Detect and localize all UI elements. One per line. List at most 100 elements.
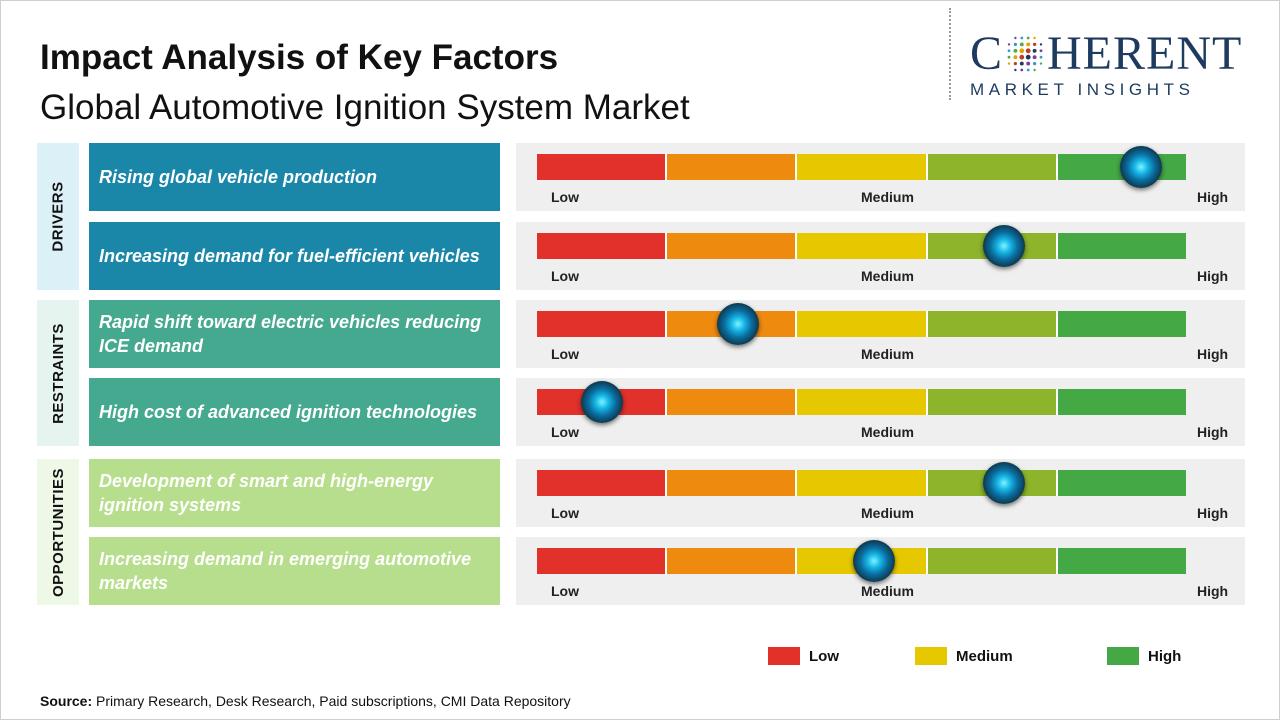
logo-dot: [1026, 42, 1031, 47]
factor-box: Increasing demand in emerging automotive…: [89, 537, 500, 605]
gauge-label-low: Low: [551, 189, 579, 205]
logo-dot: [1007, 43, 1011, 46]
legend-item-high: High: [1107, 647, 1181, 665]
gauge-segment: [927, 154, 1058, 180]
impact-marker: [1119, 146, 1162, 188]
impact-marker: [580, 381, 623, 423]
factor-box: Rapid shift toward electric vehicles red…: [89, 300, 500, 368]
category-text: RESTRAINTS: [49, 322, 67, 424]
factor-label: Rising global vehicle production: [99, 167, 378, 187]
logo-dot: [1033, 68, 1036, 72]
gauge-label-low: Low: [551, 268, 579, 284]
logo-dot: [1025, 54, 1031, 60]
legend-label-low: Low: [809, 647, 839, 665]
gauge-segment: [927, 389, 1058, 415]
logo-dot: [1013, 61, 1018, 66]
gauge-segment: [537, 154, 668, 180]
logo-dot: [1019, 48, 1025, 54]
legend-item-medium: Medium: [915, 647, 1013, 665]
impact-marker: [853, 540, 896, 582]
gauge-label-medium: Medium: [861, 189, 914, 205]
gauge-label-medium: Medium: [861, 505, 914, 521]
company-logo: C HERENT MARKET INSIGHTS: [970, 30, 1260, 100]
category-text: OPPORTUNITIES: [49, 467, 67, 597]
gauge-label-medium: Medium: [861, 583, 914, 599]
legend-item-low: Low: [768, 647, 839, 665]
logo-dot: [1013, 42, 1018, 47]
logo-dot: [1039, 62, 1043, 65]
logo-dot: [1019, 61, 1024, 66]
gauge-bar: [537, 311, 1187, 337]
category-label-opportunities: OPPORTUNITIES: [37, 459, 79, 605]
gauge-segment: [797, 389, 928, 415]
gauge-bar: [537, 154, 1187, 180]
gauge-label-high: High: [1197, 346, 1229, 362]
logo-letters-herent: HERENT: [1047, 27, 1243, 80]
gauge-segment: [1057, 470, 1187, 496]
logo-dot: [1013, 48, 1018, 53]
logo-tagline: MARKET INSIGHTS: [970, 80, 1195, 99]
logo-dot-grid-icon: [1007, 36, 1043, 72]
logo-divider: [949, 8, 951, 100]
factor-label: Rapid shift toward electric vehicles red…: [99, 312, 482, 356]
gauge-label-high: High: [1197, 189, 1229, 205]
legend-swatch-low: [768, 647, 800, 665]
legend-swatch-medium: [915, 647, 947, 665]
impact-marker: [983, 462, 1026, 504]
gauge-bar: [537, 470, 1187, 496]
category-label-drivers: DRIVERS: [37, 143, 79, 290]
logo-dot: [1032, 61, 1037, 66]
gauge-label-low: Low: [551, 424, 579, 440]
gauge-segment: [1057, 548, 1187, 574]
logo-dot: [1014, 36, 1017, 40]
gauge-label-low: Low: [551, 346, 579, 362]
gauge-segment: [797, 470, 928, 496]
gauge-label-high: High: [1197, 268, 1229, 284]
gauge-label-medium: Medium: [861, 424, 914, 440]
legend-swatch-high: [1107, 647, 1139, 665]
gauge-label-high: High: [1197, 424, 1229, 440]
gauge-bar: [537, 389, 1187, 415]
logo-dot: [1025, 48, 1031, 54]
legend-label-medium: Medium: [956, 647, 1013, 665]
gauge-segment: [797, 154, 928, 180]
logo-dot: [1033, 36, 1036, 40]
factor-label: Development of smart and high-energy ign…: [99, 471, 434, 515]
logo-dot: [1007, 55, 1011, 59]
gauge-segment: [537, 470, 668, 496]
gauge-segment: [667, 389, 798, 415]
logo-dot: [1039, 43, 1043, 46]
page-title: Impact Analysis of Key Factors: [40, 38, 559, 77]
logo-dot: [1032, 55, 1037, 60]
gauge-segment: [667, 233, 798, 259]
impact-marker: [717, 303, 760, 345]
gauge-label-low: Low: [551, 505, 579, 521]
gauge-segment: [537, 233, 668, 259]
page-subtitle: Global Automotive Ignition System Market: [40, 88, 690, 127]
category-text: DRIVERS: [49, 181, 67, 252]
logo-dot: [1026, 61, 1031, 66]
source-label: Source:: [40, 693, 93, 709]
logo-dot: [1039, 55, 1043, 59]
logo-dot: [1020, 68, 1024, 72]
gauge-label-low: Low: [551, 583, 579, 599]
logo-dot: [1014, 68, 1017, 72]
logo-dot: [1026, 68, 1030, 72]
factor-box: High cost of advanced ignition technolog…: [89, 378, 500, 446]
logo-dot: [1032, 42, 1037, 47]
gauge-segment: [1057, 311, 1187, 337]
logo-dot: [1032, 48, 1037, 53]
gauge-segment: [1057, 233, 1187, 259]
legend-label-high: High: [1148, 647, 1182, 665]
factor-label: High cost of advanced ignition technolog…: [99, 402, 478, 422]
gauge-bar: [537, 233, 1187, 259]
logo-dot: [1019, 54, 1025, 60]
gauge-segment: [1057, 389, 1187, 415]
source-note: Source: Primary Research, Desk Research,…: [40, 693, 571, 709]
factor-box: Development of smart and high-energy ign…: [89, 459, 500, 527]
gauge-segment: [667, 470, 798, 496]
logo-dot: [1007, 49, 1011, 53]
gauge-label-medium: Medium: [861, 268, 914, 284]
gauge-segment: [667, 154, 798, 180]
logo-dot: [1026, 36, 1030, 40]
